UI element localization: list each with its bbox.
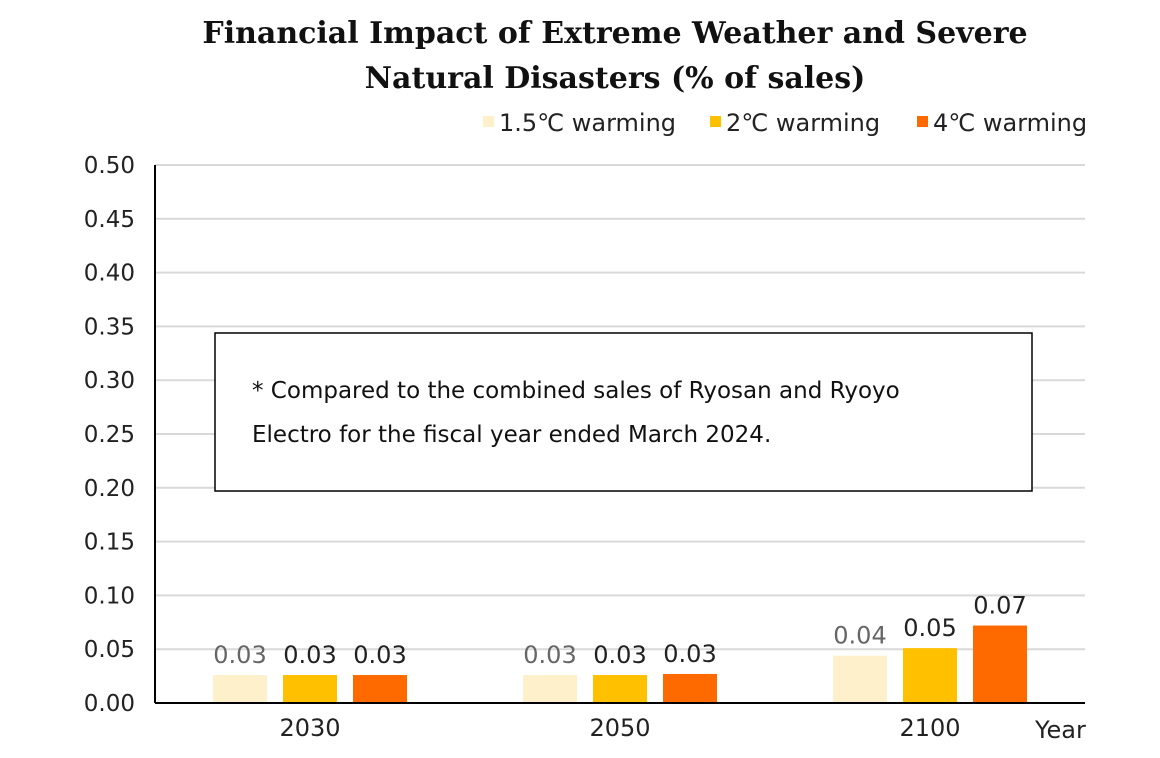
y-tick-label: 0.50 — [84, 153, 135, 179]
legend-swatch — [483, 116, 494, 127]
x-axis-label: Year — [1034, 716, 1086, 744]
x-tick-label: 2100 — [899, 714, 960, 742]
bar — [593, 675, 647, 703]
bars — [213, 625, 1027, 703]
legend-label: 4℃ warming — [933, 109, 1087, 137]
x-tick-label: 2030 — [279, 714, 340, 742]
y-axis-ticks: 0.00 0.05 0.10 0.15 0.20 0.25 0.30 0.35 0.40 0.45… — [84, 153, 135, 717]
bar — [353, 675, 407, 703]
y-tick-label: 0.00 — [84, 691, 135, 717]
bar — [833, 655, 887, 703]
y-tick-label: 0.35 — [84, 314, 135, 340]
data-label: 0.07 — [973, 592, 1026, 620]
bar — [283, 675, 337, 703]
data-label: 0.03 — [353, 641, 406, 669]
annotation-line-1: * Compared to the combined sales of Ryos… — [252, 378, 900, 404]
y-tick-label: 0.30 — [84, 368, 135, 394]
bar — [903, 648, 957, 703]
data-label: 0.03 — [523, 641, 576, 669]
bar — [973, 625, 1027, 703]
legend-label: 1.5℃ warming — [499, 109, 676, 137]
chart-title-line-1: Financial Impact of Extreme Weather and … — [202, 16, 1027, 51]
chart-title-line-2: Natural Disasters (% of sales) — [365, 61, 866, 96]
y-tick-label: 0.20 — [84, 476, 135, 502]
data-labels: 0.03 0.03 0.03 0.03 0.03 0.03 0.04 0.05 0.07 — [213, 592, 1026, 669]
data-label: 0.03 — [593, 641, 646, 669]
x-axis-ticks: 2030 2050 2100 — [279, 714, 960, 742]
y-tick-label: 0.05 — [84, 637, 135, 663]
bar — [523, 675, 577, 703]
data-label: 0.03 — [283, 641, 336, 669]
y-tick-label: 0.40 — [84, 261, 135, 287]
annotation-border — [214, 332, 1033, 492]
annotation-box: * Compared to the combined sales of Ryos… — [214, 332, 1033, 492]
legend-label: 2℃ warming — [726, 109, 880, 137]
legend-swatch — [710, 116, 721, 127]
chart-title: Financial Impact of Extreme Weather and … — [202, 16, 1027, 96]
legend-swatch — [917, 116, 928, 127]
annotation-line-2: Electro for the fiscal year ended March … — [252, 422, 771, 448]
y-tick-label: 0.10 — [84, 583, 135, 609]
bar — [213, 675, 267, 703]
data-label: 0.05 — [903, 614, 956, 642]
x-tick-label: 2050 — [589, 714, 650, 742]
data-label: 0.03 — [213, 641, 266, 669]
legend: 1.5℃ warming 2℃ warming 4℃ warming — [483, 109, 1087, 137]
bar — [663, 673, 717, 703]
y-tick-label: 0.45 — [84, 207, 135, 233]
data-label: 0.04 — [833, 622, 886, 650]
y-tick-label: 0.25 — [84, 422, 135, 448]
y-tick-label: 0.15 — [84, 530, 135, 556]
data-label: 0.03 — [663, 640, 716, 668]
